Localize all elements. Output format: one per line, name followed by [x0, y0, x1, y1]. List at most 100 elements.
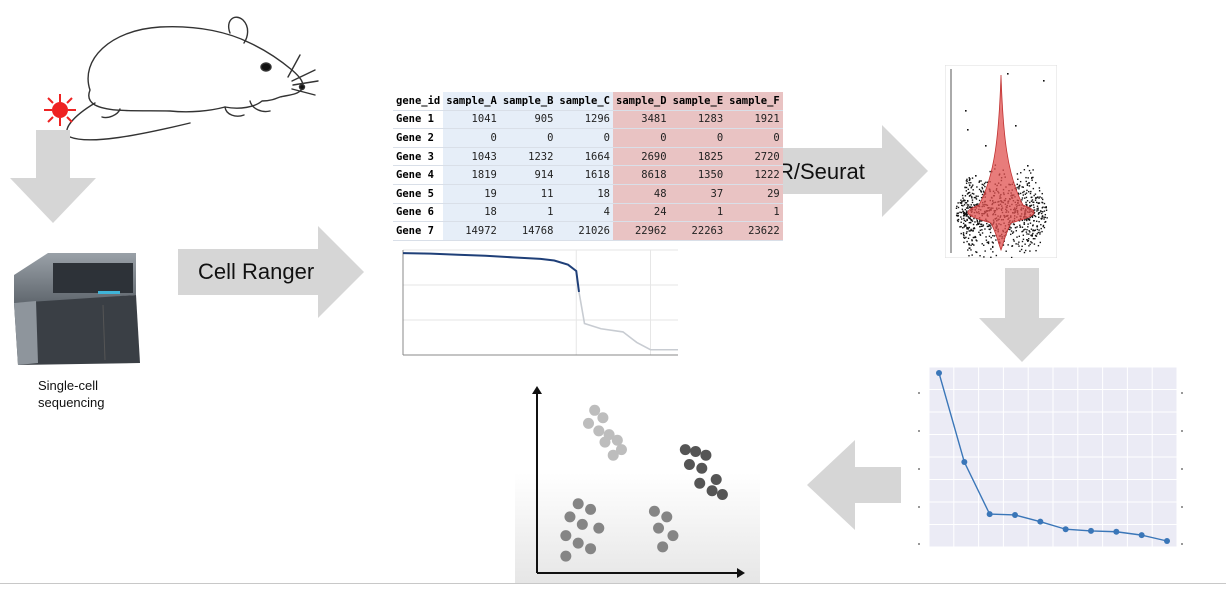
y-tick	[918, 430, 920, 432]
y-tick	[918, 392, 920, 394]
down-arrow-right	[979, 268, 1065, 362]
count-cell: 0	[669, 128, 727, 148]
gene-name-cell: Gene 1	[393, 110, 444, 130]
cluster-point	[585, 503, 597, 515]
x-axis-arrowhead	[737, 568, 745, 578]
cluster-point	[706, 485, 718, 497]
cluster-point	[653, 522, 665, 534]
bottom-divider	[0, 583, 1226, 584]
left-arrow-bottom	[807, 440, 901, 530]
count-cell: 14768	[499, 221, 557, 241]
table-header-sample-c: sample_C	[556, 92, 613, 111]
count-cell: 29	[726, 184, 783, 204]
elbow-point	[1138, 532, 1145, 539]
count-cell: 1283	[669, 110, 727, 130]
mouse-illustration	[66, 16, 319, 141]
gene-name-cell: Gene 4	[393, 165, 444, 185]
sequencer-caption-line1: Single-cell	[38, 378, 98, 393]
cluster-point	[700, 449, 712, 461]
count-cell: 1	[726, 203, 783, 223]
table-row: Gene 7 14972 14768 21026 22962 22263 23622	[393, 221, 783, 241]
count-cell: 914	[499, 165, 557, 185]
y-tick-right	[1181, 506, 1183, 508]
cluster-point	[648, 505, 660, 517]
count-cell: 0	[443, 128, 500, 148]
sequencer-caption: Single-cell sequencing	[38, 377, 105, 411]
count-cell: 23622	[726, 221, 783, 241]
laser-dot-icon	[44, 94, 76, 126]
cluster-point	[583, 417, 594, 429]
count-cell: 0	[556, 128, 613, 148]
count-cell: 1	[669, 203, 727, 223]
knee-curve-cells	[402, 252, 580, 293]
cluster-point	[597, 412, 609, 424]
count-cell: 1618	[556, 165, 613, 185]
count-cell: 2720	[726, 147, 783, 167]
sequencer-caption-line2: sequencing	[38, 395, 105, 410]
count-cell: 37	[669, 184, 727, 204]
elbow-point	[1062, 526, 1069, 533]
count-cell: 0	[613, 128, 670, 148]
gene-name-cell: Gene 3	[393, 147, 444, 167]
count-cell: 22263	[669, 221, 727, 241]
count-cell: 1825	[669, 147, 727, 167]
sequencer-machine-icon	[14, 253, 140, 365]
cluster-point	[585, 543, 597, 555]
elbow-point	[961, 459, 968, 466]
gene-name-cell: Gene 6	[393, 203, 444, 223]
cluster-point	[599, 436, 611, 448]
r-seurat-label: R/Seurat	[778, 159, 865, 184]
count-cell: 0	[726, 128, 783, 148]
count-cell: 2690	[613, 147, 670, 167]
outlier-point	[985, 145, 987, 147]
elbow-line	[938, 372, 1168, 542]
count-cell: 1	[499, 203, 557, 223]
elbow-point	[936, 370, 942, 376]
count-cell: 21026	[556, 221, 613, 241]
table-header-row: gene_id sample_A sample_B sample_C sample_D s…	[393, 92, 783, 111]
count-cell: 905	[499, 110, 557, 130]
outlier-point	[967, 129, 969, 131]
cluster-point	[593, 425, 605, 437]
table-row: Gene 5 19 11 18 48 37 29	[393, 184, 783, 204]
elbow-plot	[918, 366, 1183, 548]
cluster-point	[716, 488, 728, 500]
count-cell: 1921	[726, 110, 783, 130]
count-cell: 8618	[613, 165, 670, 185]
outlier-point	[1015, 125, 1017, 127]
table-header-sample-d: sample_D	[613, 92, 670, 111]
outlier-point	[1027, 165, 1029, 167]
y-axis-arrowhead	[532, 386, 542, 394]
count-cell: 19	[443, 184, 500, 204]
barcode-rank-knee-plot	[402, 249, 678, 356]
cluster-point	[683, 459, 695, 471]
cluster-scatter-plot	[515, 386, 760, 583]
cluster-point	[710, 474, 722, 485]
count-cell: 1232	[499, 147, 557, 167]
outlier-point	[1007, 73, 1009, 75]
gene-name-cell: Gene 5	[393, 184, 444, 204]
cluster-point	[690, 445, 702, 457]
cluster-point	[657, 541, 669, 553]
count-cell: 14972	[443, 221, 500, 241]
cluster-point	[615, 444, 627, 456]
cluster-point	[560, 530, 572, 542]
gene-name-cell: Gene 2	[393, 128, 444, 148]
outlier-point	[975, 175, 977, 177]
gene-expression-violin-plot	[945, 65, 1057, 258]
table-header-sample-e: sample_E	[669, 92, 727, 111]
cluster-point	[572, 498, 584, 510]
count-cell: 1350	[669, 165, 727, 185]
count-matrix-table: gene_id sample_A sample_B sample_C sample_D s…	[393, 92, 783, 241]
knee-curve-background	[578, 291, 678, 351]
y-tick-right	[1181, 543, 1183, 545]
cell-ranger-label: Cell Ranger	[198, 259, 315, 284]
count-cell: 18	[443, 203, 500, 223]
count-cell: 11	[499, 184, 557, 204]
cluster-point	[611, 434, 623, 446]
count-cell: 1222	[726, 165, 783, 185]
cluster-point	[661, 511, 673, 523]
elbow-point	[1012, 511, 1018, 518]
count-cell: 18	[556, 184, 613, 204]
